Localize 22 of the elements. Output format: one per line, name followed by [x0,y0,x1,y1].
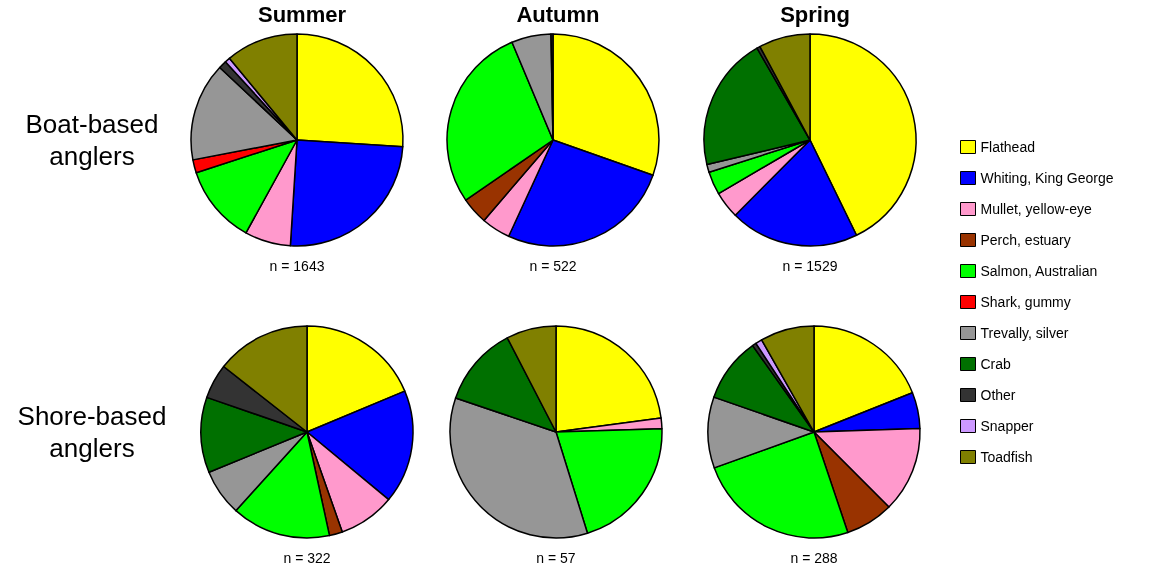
text: Shore-based anglers [17,401,167,463]
text: Boat-based anglers [25,109,159,171]
text: n = 288 [790,550,838,566]
legend-label: Other [980,387,1016,403]
text: n = 322 [283,550,331,566]
legend-label: Toadfish [980,449,1033,465]
legend-label: Snapper [980,418,1034,434]
legend-label: Trevally, silver [980,325,1069,341]
chart-title: Summer [257,1,347,27]
legend-label: Crab [980,356,1012,372]
legend-label: Shark, gummy [980,294,1071,310]
chart-title: Autumn [516,1,600,27]
legend-label: Perch, estuary [980,232,1071,248]
legend-label: Mullet, yellow-eye [980,201,1092,217]
legend-label: Whiting, King George [980,170,1114,186]
legend-label: Flathead [980,139,1035,155]
text: n = 1529 [782,258,838,274]
text: n = 57 [536,550,576,566]
legend-label: Salmon, Australian [980,263,1098,279]
text: n = 522 [529,258,577,274]
text: n = 1643 [269,258,325,274]
chart-title: Spring [780,1,850,27]
